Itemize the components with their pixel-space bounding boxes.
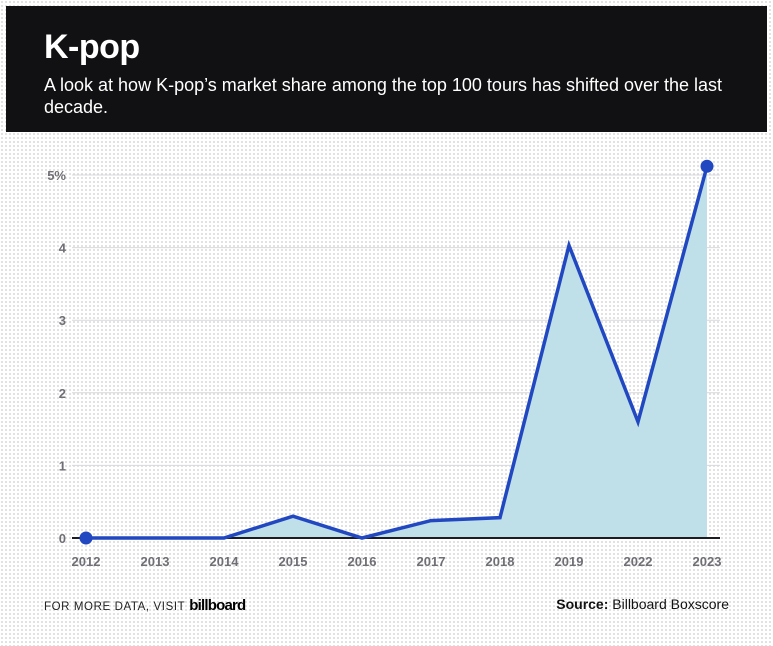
source-value: Billboard Boxscore xyxy=(608,596,729,612)
line-layer xyxy=(86,165,709,540)
start-point-marker xyxy=(79,531,93,545)
y-tick-label: 1 xyxy=(59,458,66,473)
x-tick-label: 2015 xyxy=(279,554,308,569)
more-data-note: FOR MORE DATA, VISIT billboard xyxy=(44,597,246,614)
markers xyxy=(79,159,714,545)
x-tick-labels: 2012 2013 2014 2015 2016 2017 2018 2019 2022 2023 xyxy=(72,554,722,569)
end-point-marker xyxy=(700,159,714,173)
billboard-logo[interactable]: billboard xyxy=(189,597,246,614)
x-tick-label: 2017 xyxy=(417,554,446,569)
source-label: Source: xyxy=(556,596,609,612)
area-fill-layer xyxy=(86,166,707,538)
y-tick-label: 5% xyxy=(47,168,66,183)
x-tick-label: 2022 xyxy=(624,554,653,569)
x-tick-label: 2012 xyxy=(72,554,101,569)
x-tick-label: 2018 xyxy=(486,554,515,569)
x-tick-label: 2023 xyxy=(693,554,722,569)
chart-subtitle: A look at how K-pop’s market share among… xyxy=(44,75,723,117)
y-tick-label: 2 xyxy=(59,386,66,401)
y-tick-label: 0 xyxy=(59,531,66,546)
x-tick-label: 2016 xyxy=(348,554,377,569)
x-tick-label: 2019 xyxy=(555,554,584,569)
y-tick-label: 4 xyxy=(59,241,67,256)
chart-header: K-pop A look at how K-pop’s market share… xyxy=(6,6,767,132)
source-note: Source: Billboard Boxscore xyxy=(556,596,729,612)
y-tick-labels: 0 1 2 3 4 5% xyxy=(47,168,67,546)
series-line xyxy=(86,165,709,540)
y-tick-label: 3 xyxy=(59,313,66,328)
area-fill xyxy=(86,166,707,538)
visit-text: FOR MORE DATA, VISIT xyxy=(44,601,186,613)
x-tick-label: 2014 xyxy=(210,554,240,569)
chart-title: K-pop xyxy=(44,28,140,66)
x-tick-label: 2013 xyxy=(141,554,170,569)
